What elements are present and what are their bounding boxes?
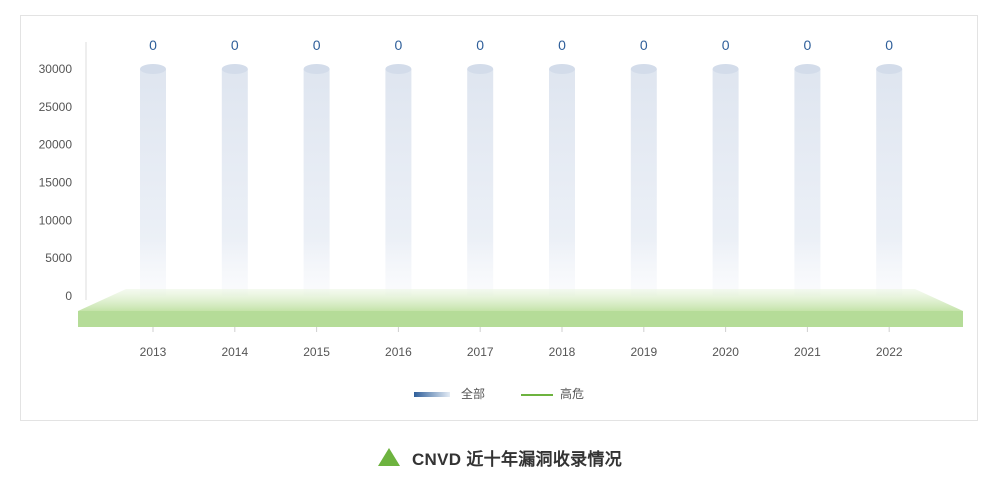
y-tick-label: 30000 <box>39 62 73 76</box>
green-triangle-icon <box>377 448 400 466</box>
y-tick-label: 15000 <box>39 176 73 190</box>
legend-label: 高危 <box>560 386 584 401</box>
chart-caption: CNVD 近十年漏洞收录情况 <box>0 442 1000 472</box>
bar-2019 <box>630 64 657 296</box>
legend-item-all[interactable]: 全部 <box>414 386 485 401</box>
bar-2017 <box>467 64 494 296</box>
bar-2021 <box>794 64 821 296</box>
x-tick-label: 2018 <box>549 345 576 359</box>
data-label: 0 <box>313 37 321 53</box>
data-label: 0 <box>395 37 403 53</box>
bar-2020 <box>712 64 739 296</box>
bar-2016 <box>385 64 412 296</box>
data-label: 0 <box>885 37 893 53</box>
data-label: 0 <box>558 37 566 53</box>
chart-base-platform <box>78 289 963 327</box>
y-tick-label: 5000 <box>45 251 72 265</box>
x-tick-label: 2021 <box>794 345 821 359</box>
bar-2022 <box>876 64 903 296</box>
data-label: 0 <box>804 37 812 53</box>
data-label: 0 <box>722 37 730 53</box>
x-tick-label: 2020 <box>712 345 739 359</box>
x-tick-label: 2015 <box>303 345 330 359</box>
x-tick-label: 2016 <box>385 345 412 359</box>
bar-2013 <box>140 64 166 296</box>
bar-2018 <box>549 64 575 296</box>
chart-legend: 全部 高危 <box>414 386 584 401</box>
x-tick-label: 2022 <box>876 345 903 359</box>
bar-2014 <box>221 64 248 296</box>
bar-2015 <box>303 64 330 296</box>
data-label: 0 <box>476 37 484 53</box>
chart-caption-text: CNVD 近十年漏洞收录情况 <box>411 449 623 469</box>
legend-label: 全部 <box>461 386 485 401</box>
x-tick-label: 2014 <box>221 345 248 359</box>
y-tick-label: 20000 <box>39 138 73 152</box>
x-tick-label: 2019 <box>630 345 657 359</box>
x-tick-label: 2017 <box>467 345 494 359</box>
y-tick-label: 0 <box>65 289 72 303</box>
y-tick-label: 10000 <box>39 213 73 227</box>
y-tick-label: 25000 <box>39 100 73 114</box>
x-tick-label: 2013 <box>140 345 167 359</box>
legend-item-high-risk[interactable]: 高危 <box>521 386 584 401</box>
data-label: 0 <box>149 37 157 53</box>
data-label: 0 <box>640 37 648 53</box>
data-label: 0 <box>231 37 239 53</box>
